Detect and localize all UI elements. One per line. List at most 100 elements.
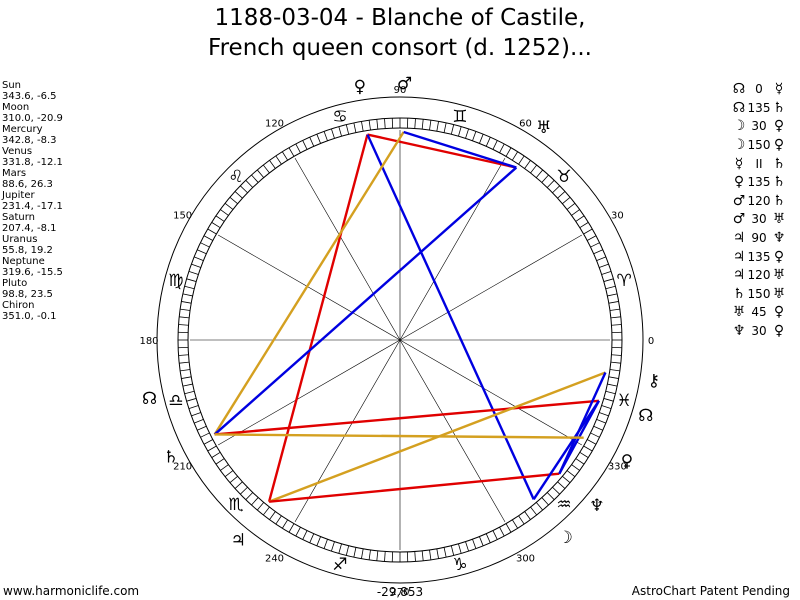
degree-tick bbox=[384, 551, 386, 562]
aspect-line bbox=[366, 134, 535, 500]
house-spoke bbox=[294, 157, 401, 341]
degree-tick bbox=[562, 475, 571, 484]
aspect-planet-2: ♄ bbox=[772, 174, 786, 191]
degree-tick bbox=[295, 526, 301, 537]
aspect-planet-2: ♄ bbox=[772, 155, 786, 172]
aspect-angle: 30 bbox=[751, 119, 767, 134]
degree-tick bbox=[197, 249, 207, 255]
planet-glyph: ☊ bbox=[638, 406, 653, 426]
zodiac-sign-glyph: ♌ bbox=[228, 167, 243, 187]
degree-tick bbox=[608, 376, 619, 379]
degree-tick bbox=[593, 249, 603, 255]
degree-tick bbox=[541, 174, 549, 183]
degree-tick bbox=[579, 452, 589, 458]
degree-label: 300 bbox=[516, 553, 535, 564]
degree-tick bbox=[479, 536, 484, 546]
degree-tick bbox=[599, 263, 609, 268]
aspect-line bbox=[268, 472, 560, 503]
degree-tick bbox=[610, 316, 621, 319]
planet-name: Mars bbox=[2, 168, 27, 179]
degree-tick bbox=[181, 301, 192, 304]
aspect-angle: 150 bbox=[747, 138, 771, 153]
aspect-planet-1: ♂ bbox=[732, 192, 746, 209]
degree-tick bbox=[450, 124, 455, 135]
aspect-angle: 135 bbox=[747, 249, 771, 264]
chart-title-line-1: 1188-03-04 - Blanche of Castile, bbox=[214, 5, 586, 31]
planet-name: Saturn bbox=[2, 212, 36, 223]
degree-tick bbox=[492, 140, 498, 150]
degree-tick bbox=[200, 242, 210, 248]
aspect-planet-1: ♂ bbox=[732, 211, 746, 228]
degree-tick bbox=[436, 548, 439, 559]
degree-tick bbox=[331, 541, 335, 552]
degree-tick bbox=[586, 439, 597, 445]
degree-tick bbox=[575, 215, 585, 222]
degree-tick bbox=[263, 506, 270, 516]
degree-tick bbox=[309, 137, 315, 147]
degree-tick bbox=[186, 278, 197, 282]
aspect-angle: 90 bbox=[751, 231, 767, 246]
degree-tick bbox=[203, 439, 214, 445]
aspect-row: ♃ 135 ♀ bbox=[731, 247, 787, 266]
degree-label: 0 bbox=[648, 336, 654, 347]
aspect-row: ♂ 30 ♅ bbox=[731, 210, 787, 229]
degree-tick bbox=[479, 134, 484, 144]
degree-tick bbox=[436, 121, 439, 132]
degree-tick bbox=[546, 180, 555, 188]
degree-tick bbox=[184, 390, 195, 395]
aspect-planet-2: ♀ bbox=[773, 304, 785, 321]
degree-tick bbox=[518, 155, 525, 165]
degree-tick bbox=[309, 533, 315, 543]
degree-tick bbox=[338, 543, 342, 554]
zodiac-sign-glyph: ♉ bbox=[556, 167, 571, 187]
planet-position: 319.6, -15.5 bbox=[2, 267, 63, 278]
degree-tick bbox=[429, 549, 432, 560]
degree-tick bbox=[178, 354, 189, 356]
planet-position: 207.4, -8.1 bbox=[2, 223, 57, 234]
degree-tick bbox=[429, 120, 432, 131]
degree-tick bbox=[605, 390, 616, 395]
degree-label: 90 bbox=[394, 85, 407, 96]
degree-tick bbox=[361, 121, 364, 132]
planet-name: Chiron bbox=[2, 300, 35, 311]
zodiac-sign-glyph: ♒ bbox=[556, 495, 571, 515]
aspect-line bbox=[532, 400, 600, 500]
degree-tick bbox=[197, 425, 207, 431]
degree-tick bbox=[181, 376, 192, 379]
degree-tick bbox=[245, 492, 254, 500]
planet-glyph: ☽ bbox=[558, 528, 573, 548]
degree-tick bbox=[179, 316, 190, 319]
aspect-angle: 0 bbox=[755, 82, 763, 97]
degree-tick bbox=[524, 511, 531, 520]
aspect-planet-1: ☊ bbox=[732, 81, 746, 98]
planet-glyph: ♅ bbox=[536, 118, 551, 138]
house-spoke bbox=[217, 339, 401, 446]
degree-tick bbox=[316, 536, 321, 546]
house-spoke bbox=[399, 157, 506, 341]
degree-tick bbox=[575, 458, 585, 465]
planet-name: Venus bbox=[2, 146, 33, 157]
degree-tick bbox=[179, 361, 190, 364]
degree-tick bbox=[338, 126, 342, 137]
degree-tick bbox=[368, 120, 371, 131]
degree-label: 210 bbox=[173, 462, 192, 473]
aspect-row: ☊ 135 ♄ bbox=[731, 99, 787, 118]
planet-glyph: ♆ bbox=[589, 496, 604, 516]
planet-name: Mercury bbox=[2, 124, 43, 135]
degree-tick bbox=[566, 203, 576, 210]
aspect-planet-1: ☽ bbox=[732, 137, 746, 154]
degree-label: 180 bbox=[139, 336, 158, 347]
degree-tick bbox=[200, 432, 210, 438]
degree-tick bbox=[180, 308, 191, 311]
degree-tick bbox=[603, 278, 614, 282]
outer-ring bbox=[156, 96, 644, 584]
degree-label: 120 bbox=[265, 119, 284, 130]
degree-tick bbox=[275, 515, 282, 525]
degree-tick bbox=[302, 140, 308, 150]
degree-tick bbox=[590, 432, 600, 438]
degree-tick bbox=[458, 543, 462, 554]
degree-tick bbox=[605, 285, 616, 290]
degree-tick bbox=[596, 419, 606, 424]
degree-tick bbox=[220, 464, 229, 471]
degree-tick bbox=[180, 369, 191, 372]
